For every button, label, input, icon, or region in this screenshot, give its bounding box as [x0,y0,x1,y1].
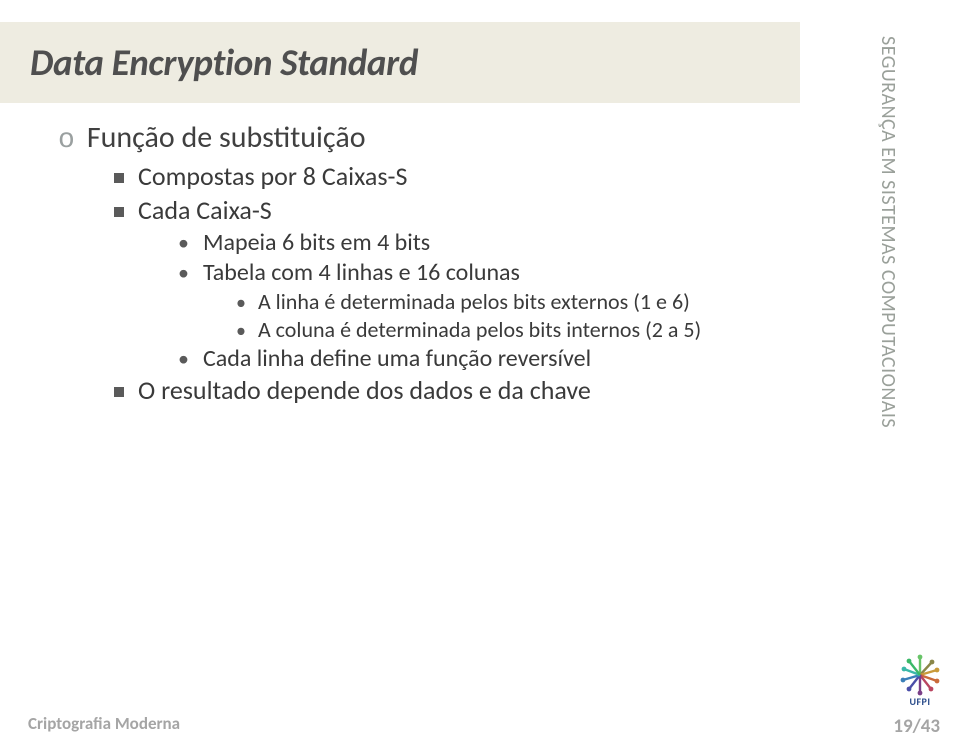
bullet-level2: Cada Caixa-S [114,194,770,226]
bullet-level4: A coluna é determinada pelos bits intern… [236,316,770,343]
bullet-text: Tabela com 4 linhas e 16 colunas [203,258,520,287]
footer-left: Criptografia Moderna [28,713,180,734]
bullet-text: O resultado depende dos dados e da chave [138,374,591,406]
bullet-text: Mapeia 6 bits em 4 bits [203,228,430,257]
bullet-text: Compostas por 8 Caixas-S [138,160,407,192]
bullet-text: Cada linha define uma função reversível [203,344,591,373]
bullet-level2: Compostas por 8 Caixas-S [114,160,770,192]
logo: UFPI [898,653,942,708]
page-title: Data Encryption Standard [30,40,770,85]
logo-icon [898,653,942,697]
bullet-text: Cada Caixa-S [138,194,272,226]
side-label: SEGURANÇA EM SISTEMAS COMPUTACIONAIS [876,36,900,428]
slide: Data Encryption Standard Função de subst… [0,22,960,750]
content-area: Função de substituição Compostas por 8 C… [0,103,800,406]
bullet-level2: O resultado depende dos dados e da chave [114,374,770,406]
bullet-text: A linha é determinada pelos bits externo… [258,288,690,315]
bullet-text: A coluna é determinada pelos bits intern… [258,316,701,343]
title-bar: Data Encryption Standard [0,22,800,103]
bullet-level3: Tabela com 4 linhas e 16 colunas [178,258,770,287]
bullet-level3: Mapeia 6 bits em 4 bits [178,228,770,257]
side-label-text: SEGURANÇA EM SISTEMAS COMPUTACIONAIS [876,36,900,428]
bullet-level4: A linha é determinada pelos bits externo… [236,288,770,315]
bullet-level3: Cada linha define uma função reversível [178,344,770,373]
page-number: 19/43 [893,715,940,738]
bullet-text: Função de substituição [87,119,366,156]
bullet-level1: Função de substituição [58,119,770,156]
